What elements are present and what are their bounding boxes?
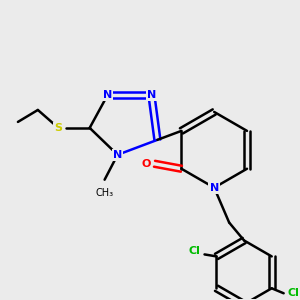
Text: Cl: Cl <box>189 246 200 256</box>
Text: N: N <box>210 183 219 193</box>
Text: S: S <box>54 123 62 133</box>
Text: CH₃: CH₃ <box>95 188 114 198</box>
Text: O: O <box>142 159 151 169</box>
Text: N: N <box>147 90 156 100</box>
Text: Cl: Cl <box>288 288 300 298</box>
Text: N: N <box>113 150 122 160</box>
Text: N: N <box>103 90 112 100</box>
